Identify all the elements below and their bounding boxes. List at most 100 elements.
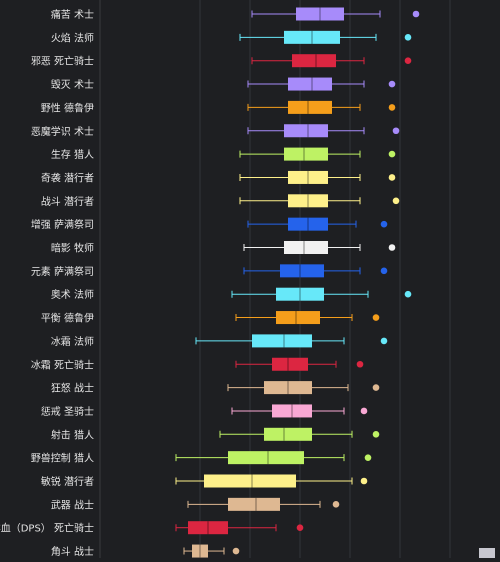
box-row xyxy=(187,497,340,511)
iqr-box xyxy=(192,544,208,558)
iqr-box xyxy=(288,194,328,208)
outlier-point xyxy=(332,501,340,508)
row-label: 武器 战士 xyxy=(51,498,94,511)
iqr-box xyxy=(228,497,280,511)
box-row xyxy=(183,544,240,558)
row-label: 野性 德鲁伊 xyxy=(41,101,94,114)
iqr-box xyxy=(188,521,228,535)
iqr-box xyxy=(296,7,344,21)
outlier-point xyxy=(380,267,388,275)
outlier-point xyxy=(372,314,380,321)
outlier-point xyxy=(388,150,396,158)
row-label: 邪恶 死亡骑士 xyxy=(31,55,94,68)
row-label: 狂怒 战士 xyxy=(51,382,94,395)
outlier-point xyxy=(372,384,380,391)
iqr-box xyxy=(228,451,304,465)
box-row xyxy=(175,521,304,535)
iqr-box xyxy=(252,334,312,348)
row-label: 角斗 战士 xyxy=(51,545,94,558)
iqr-box xyxy=(204,474,296,488)
iqr-box xyxy=(292,54,336,68)
outlier-point xyxy=(388,104,396,111)
iqr-box xyxy=(288,170,328,184)
outlier-point xyxy=(412,10,420,18)
iqr-box xyxy=(284,147,328,161)
box-row xyxy=(175,474,368,488)
box-row xyxy=(247,124,400,138)
iqr-box xyxy=(272,404,312,418)
row-label: 鲜血（DPS） 死亡骑士 xyxy=(0,522,94,535)
outlier-point xyxy=(392,197,400,205)
box-row xyxy=(235,357,364,371)
iqr-box xyxy=(264,427,312,441)
box-row xyxy=(195,334,388,348)
iqr-box xyxy=(272,357,308,371)
box-row xyxy=(219,427,380,441)
row-label: 冰霜 法师 xyxy=(51,335,94,348)
mark-layer xyxy=(175,7,495,558)
outlier-point xyxy=(388,174,396,181)
iqr-box xyxy=(276,287,324,301)
iqr-box xyxy=(288,217,328,231)
outlier-point xyxy=(388,244,396,251)
row-label: 火焰 法师 xyxy=(51,31,94,44)
box-row xyxy=(239,30,412,44)
outlier-point xyxy=(404,57,412,64)
iqr-box xyxy=(284,241,328,254)
iqr-box xyxy=(280,264,324,278)
outlier-point xyxy=(232,547,240,555)
row-label: 战斗 潜行者 xyxy=(41,195,94,208)
row-label: 恶魔学识 术士 xyxy=(31,125,94,138)
box-row xyxy=(251,7,420,21)
iqr-box xyxy=(276,311,320,325)
outlier-point xyxy=(360,407,368,415)
row-label: 增强 萨满祭司 xyxy=(31,218,94,231)
box-row xyxy=(235,311,380,325)
outlier-point xyxy=(380,220,388,228)
box-row xyxy=(251,54,412,68)
box-row xyxy=(231,404,368,418)
box-row xyxy=(247,100,396,114)
row-label: 奇袭 潜行者 xyxy=(41,171,94,184)
box-row xyxy=(239,147,396,161)
row-label: 射击 猎人 xyxy=(51,428,94,441)
outlier-point xyxy=(392,127,400,135)
box-row xyxy=(175,451,372,465)
row-label: 野兽控制 猎人 xyxy=(31,452,94,465)
box-row xyxy=(247,77,396,91)
row-label: 平衡 德鲁伊 xyxy=(41,312,94,325)
outlier-point xyxy=(364,454,372,461)
outlier-point xyxy=(296,524,304,531)
outlier-point xyxy=(372,431,380,438)
box-row xyxy=(231,287,412,301)
outlier-point xyxy=(360,477,368,485)
row-label: 惩戒 圣骑士 xyxy=(41,405,94,418)
row-label: 元素 萨满祭司 xyxy=(31,265,94,278)
box-row xyxy=(239,194,400,208)
row-label: 暗影 牧师 xyxy=(51,242,94,255)
box-row xyxy=(239,170,396,184)
row-label: 生存 猎人 xyxy=(51,148,94,161)
box-row xyxy=(227,381,380,395)
iqr-box xyxy=(284,30,340,44)
box-row xyxy=(247,217,388,231)
row-label: 冰霜 死亡骑士 xyxy=(31,358,94,371)
box-row xyxy=(243,241,396,254)
row-label: 奥术 法师 xyxy=(51,288,94,301)
box-row xyxy=(243,264,388,278)
outlier-point xyxy=(404,290,412,298)
outlier-point xyxy=(404,34,412,41)
row-label: 毁灭 术士 xyxy=(51,78,94,91)
iqr-box xyxy=(288,100,332,114)
row-label: 痛苦 术士 xyxy=(51,8,94,21)
iqr-box xyxy=(264,381,312,395)
outlier-point xyxy=(380,337,388,345)
row-label: 敏锐 潜行者 xyxy=(41,475,94,488)
grid-layer xyxy=(99,0,451,558)
outlier-point xyxy=(388,80,396,88)
outlier-point xyxy=(356,360,364,368)
corner-widget xyxy=(479,548,495,558)
